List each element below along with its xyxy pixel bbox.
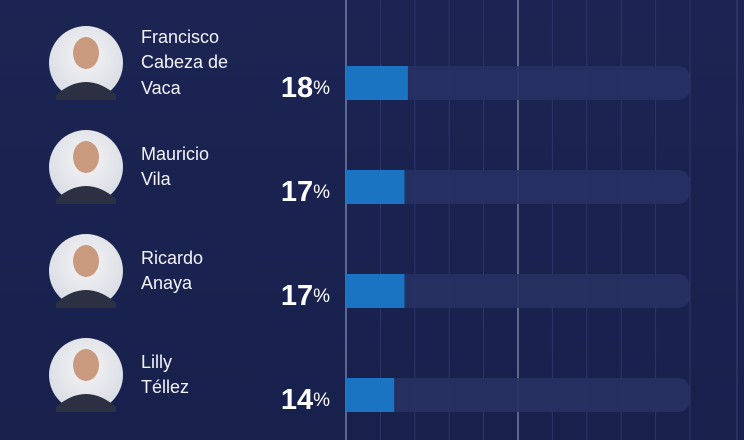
candidate-name: Francisco Cabeza de Vaca [141,26,229,98]
photo [49,130,123,204]
photo [49,234,123,308]
photo-head [73,349,99,381]
photo-body [56,82,116,100]
photo-body [56,394,116,412]
photo-head [73,245,99,277]
candidate-name: Ricardo Anaya [141,247,204,294]
value-label: 14% [281,384,330,416]
bar [346,66,408,100]
bar-track [346,274,690,308]
value-label: 17% [281,176,330,208]
bar [346,170,405,204]
bar-track [346,378,690,412]
bar [346,378,395,412]
bar [346,274,405,308]
bar-track [346,66,690,100]
photo [49,26,123,100]
photo [49,338,123,412]
value-label: 18% [281,72,330,104]
photo-body [56,186,116,204]
candidate-name: Mauricio Vila [141,143,210,190]
photo-head [73,37,99,69]
photo-body [56,290,116,308]
photo-head [73,141,99,173]
candidate-name: Lilly Téllez [141,351,190,398]
value-label: 17% [281,280,330,312]
bar-track [346,170,690,204]
